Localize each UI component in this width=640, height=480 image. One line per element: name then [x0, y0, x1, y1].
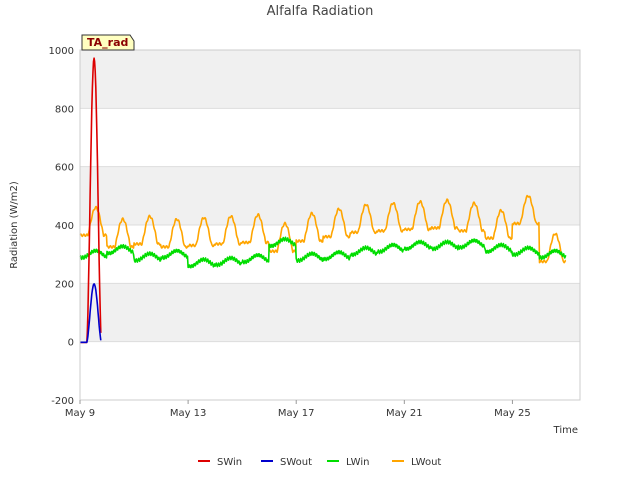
chart-title: Alfalfa Radiation [267, 4, 374, 19]
series-lines [79, 57, 567, 344]
legend-label-lwin: LWin [346, 457, 369, 468]
x-tick-label: May 21 [386, 408, 423, 419]
legend-label-swin: SWin [217, 457, 242, 468]
legend-label-swout: SWout [280, 457, 312, 468]
y-axis-label: Radiation (W/m2) [9, 181, 20, 269]
series-line-swout [79, 283, 102, 344]
y-tick-label: 200 [55, 279, 74, 290]
plot-frame [79, 49, 581, 401]
y-tick-label: 800 [55, 104, 74, 115]
background-bands [80, 50, 580, 342]
x-axis-label: Time [553, 425, 578, 436]
y-ticks: -200 0 200 400 600 800 1000 [49, 46, 74, 407]
ta-rad-badge: TA_rad [81, 34, 135, 51]
y-tick-label: 400 [55, 221, 74, 232]
background-band [80, 283, 580, 342]
x-tick-label: May 25 [494, 408, 531, 419]
x-tick-label: May 13 [170, 408, 207, 419]
y-tick-label: 1000 [49, 46, 74, 57]
background-band [80, 166, 580, 225]
y-tick-label: 600 [55, 163, 74, 174]
series-line-lwin [79, 236, 567, 269]
x-tick-label: May 9 [65, 408, 95, 419]
badge-label: TA_rad [87, 36, 128, 49]
y-tick-label: -200 [51, 396, 74, 407]
legend-label-lwout: LWout [411, 457, 441, 468]
x-tick-label: May 17 [278, 408, 315, 419]
x-ticks: May 9 May 13 May 17 May 21 May 25 [65, 400, 531, 419]
background-band [80, 50, 580, 109]
y-tick-label: 0 [68, 338, 74, 349]
badge-box [81, 34, 135, 51]
legend: SWin SWout LWin LWout [198, 457, 441, 468]
series-line-lwout [79, 194, 567, 264]
